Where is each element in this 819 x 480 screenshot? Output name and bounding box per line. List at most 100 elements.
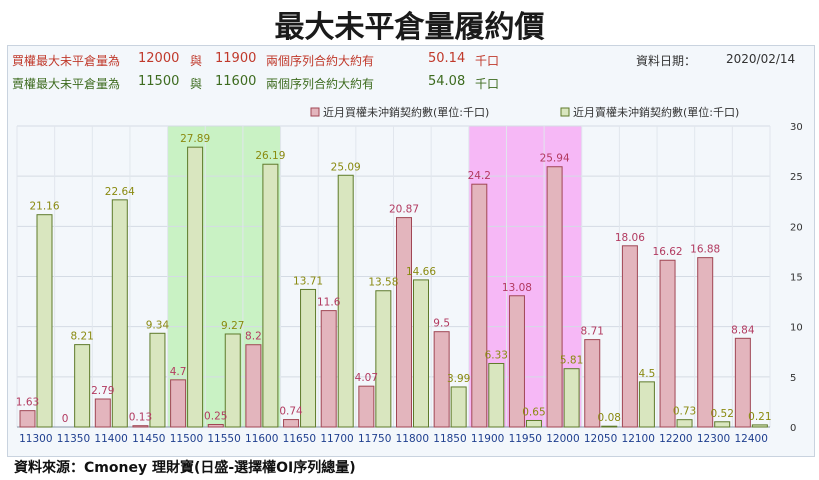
put-bar <box>714 421 731 428</box>
put-value-label: 3.99 <box>447 373 470 385</box>
put-value-label: 26.19 <box>255 150 285 162</box>
call-bar <box>358 385 375 428</box>
put-value-label: 27.89 <box>180 133 210 145</box>
legend-call-label: 近月買權未沖銷契約數(單位:千口) <box>323 105 489 119</box>
call-bar <box>170 379 187 428</box>
x-tick-label: 11900 <box>471 433 504 445</box>
call-bar <box>546 166 563 428</box>
put-bar <box>262 163 279 428</box>
put-join-text: 與 <box>190 77 203 91</box>
put-max-oi-label: 賣權最大未平倉量為 <box>12 77 121 91</box>
value-labels: 1.63 21.16 0 8.21 2.79 22.64 0.13 9.34 4.7 27.89 0… <box>16 133 772 425</box>
call-value-label: 0.25 <box>204 410 227 422</box>
put-amount: 54.08 <box>428 74 466 89</box>
put-value-label: 9.34 <box>146 319 170 331</box>
call-value-label: 16.62 <box>653 246 683 258</box>
call-bar <box>245 344 262 428</box>
call-value-label: 18.06 <box>615 232 645 244</box>
call-join-text: 與 <box>190 54 203 68</box>
put-value-label: 4.5 <box>639 368 656 380</box>
page-title: 最大未平倉量履約價 <box>274 10 545 45</box>
x-tick-labels: 11300 11350 11400 11450 11500 11550 11600 11650… <box>19 433 768 445</box>
call-value-label: 20.87 <box>389 204 419 216</box>
call-value-label: 8.84 <box>731 324 755 336</box>
call-value-label: 0.74 <box>279 406 303 418</box>
x-tick-label: 12300 <box>697 433 730 445</box>
y-tick-labels: 0 5 10 15 20 25 30 <box>790 122 803 434</box>
source-note: 資料來源：Cmoney 理財寶(日盛-選擇權OI序列總量) <box>14 460 356 476</box>
legend-put-swatch <box>560 107 570 117</box>
put-unit: 千口 <box>475 77 500 91</box>
call-bar <box>734 337 751 428</box>
call-bar <box>132 425 149 428</box>
call-bar <box>320 310 337 428</box>
x-tick-label: 12100 <box>622 433 655 445</box>
y-tick-label: 30 <box>790 122 803 133</box>
x-tick-label: 11800 <box>396 433 429 445</box>
call-bar <box>396 217 412 428</box>
call-strike-1: 12000 <box>138 51 180 66</box>
call-bar <box>94 398 111 428</box>
bar-chart: 1.63 21.16 0 8.21 2.79 22.64 0.13 9.34 4.7 27.89 0… <box>16 105 803 445</box>
x-tick-label: 11300 <box>19 433 52 445</box>
put-value-label: 0.73 <box>673 406 696 418</box>
x-tick-label: 11700 <box>320 433 353 445</box>
put-bar <box>375 290 392 428</box>
chart-panel: 買權最大未平倉量為 12000 與 11900 兩個序列合約大約有 50.14 … <box>7 45 815 457</box>
put-bar <box>74 344 91 428</box>
y-tick-label: 20 <box>790 222 803 233</box>
call-value-label: 25.94 <box>540 153 570 165</box>
call-value-label: 0.13 <box>129 412 152 424</box>
put-value-label: 0.52 <box>711 408 734 420</box>
put-value-label: 0.21 <box>748 411 771 423</box>
y-tick-label: 10 <box>790 323 803 334</box>
call-bar <box>508 295 525 428</box>
y-tick-label: 25 <box>790 172 803 183</box>
put-value-label: 13.58 <box>368 277 398 289</box>
bar-group <box>19 146 768 428</box>
call-bar <box>471 183 488 428</box>
call-bar <box>433 331 450 428</box>
put-strike-1: 11500 <box>138 74 180 89</box>
put-bar <box>488 362 505 428</box>
put-bar <box>676 419 693 428</box>
call-value-label: 8.2 <box>245 331 262 343</box>
call-value-label: 9.5 <box>433 318 450 330</box>
call-unit: 千口 <box>475 54 500 68</box>
x-tick-label: 12400 <box>734 433 767 445</box>
legend-call-swatch <box>310 107 320 117</box>
call-amount: 50.14 <box>428 51 466 66</box>
call-series-text: 兩個序列合約大約有 <box>266 54 375 68</box>
put-bar <box>601 425 618 428</box>
x-tick-label: 11500 <box>170 433 203 445</box>
put-bar <box>111 199 128 428</box>
y-tick-label: 15 <box>790 273 803 284</box>
x-tick-label: 11950 <box>509 433 542 445</box>
put-value-label: 13.71 <box>293 275 323 287</box>
legend: 近月買權未沖銷契約數(單位:千口) 近月賣權未沖銷契約數(單位:千口) <box>310 105 739 119</box>
call-value-label: 4.7 <box>170 366 187 378</box>
x-tick-label: 11850 <box>433 433 466 445</box>
call-bar <box>19 410 36 428</box>
put-bar <box>525 419 542 428</box>
call-value-label: 24.2 <box>468 170 491 182</box>
call-bar <box>584 339 601 428</box>
call-value-label: 4.07 <box>355 372 378 384</box>
call-max-oi-label: 買權最大未平倉量為 <box>12 54 121 68</box>
call-bar <box>283 419 300 428</box>
put-bar <box>751 424 768 428</box>
put-series-text: 兩個序列合約大約有 <box>266 77 375 91</box>
legend-put-label: 近月賣權未沖銷契約數(單位:千口) <box>573 105 739 119</box>
put-value-label: 14.66 <box>406 266 436 278</box>
put-bar <box>450 386 467 428</box>
put-bar <box>224 333 241 428</box>
call-bar <box>659 259 676 428</box>
x-tick-label: 12050 <box>584 433 617 445</box>
put-value-label: 22.64 <box>105 186 135 198</box>
put-value-label: 0.08 <box>598 412 621 424</box>
x-tick-label: 12200 <box>659 433 692 445</box>
x-tick-label: 11650 <box>283 433 316 445</box>
put-value-label: 9.27 <box>221 320 244 332</box>
put-bar <box>337 174 354 428</box>
call-value-label: 2.79 <box>91 385 114 397</box>
